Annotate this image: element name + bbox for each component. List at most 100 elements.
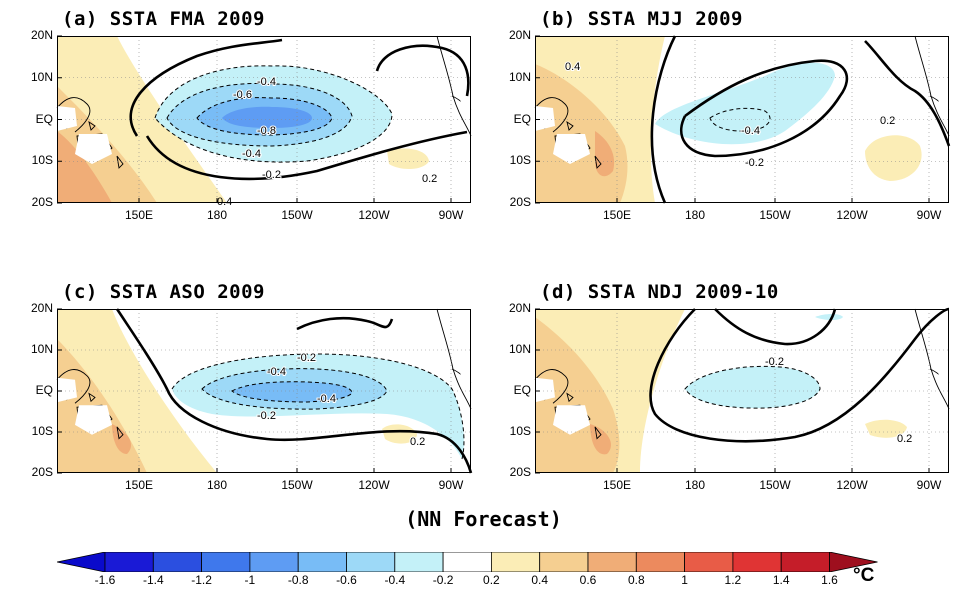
colorbar-tick-label: -1 bbox=[244, 573, 256, 587]
land-new-guinea bbox=[75, 405, 112, 435]
colorbar-tick-label: 0.8 bbox=[627, 573, 645, 587]
coastline-segment bbox=[594, 426, 602, 440]
colorbar-tick-label: 1.4 bbox=[772, 573, 790, 587]
map-panel-c: -0.2 -0.4 -0.4 -0.2 0.2 bbox=[56, 308, 473, 474]
lat-label: 20S bbox=[509, 465, 531, 479]
lat-label: 20N bbox=[508, 301, 531, 315]
lon-label: 150W bbox=[759, 478, 791, 492]
colorbar-under-arrow bbox=[57, 552, 106, 572]
lat-label: 20N bbox=[30, 301, 53, 315]
negative-contour bbox=[196, 97, 333, 136]
coastline-segment bbox=[594, 155, 602, 169]
zero-contour bbox=[115, 308, 473, 474]
footer-caption: (NN Forecast) bbox=[405, 507, 562, 531]
colorbar-unit: °C bbox=[853, 565, 875, 586]
lon-label: 120W bbox=[836, 478, 868, 492]
lat-label: 20S bbox=[509, 195, 531, 209]
panel-title-d: (d) SSTA NDJ 2009-10 bbox=[540, 281, 779, 303]
contour-label: -0.2 bbox=[257, 410, 276, 422]
sst-anomaly-region bbox=[685, 366, 820, 409]
land-new-guinea bbox=[553, 134, 590, 164]
map-panel-d: -0.2 0.2 bbox=[534, 307, 950, 474]
coastline-layer bbox=[534, 308, 950, 440]
sst-anomaly-region bbox=[232, 381, 352, 402]
sst-anomaly-region bbox=[57, 131, 112, 203]
contour-label: -0.2 bbox=[745, 157, 764, 169]
negative-contour bbox=[154, 65, 393, 163]
land-indonesia bbox=[535, 106, 555, 131]
colorbar-swatch bbox=[684, 552, 734, 572]
lon-label: 90W bbox=[916, 208, 942, 222]
colorbar bbox=[57, 552, 878, 572]
contour-layer: -0.4-0.6-0.8-0.4-0.2 0.20.4 bbox=[129, 38, 470, 208]
contour-label: -0.8 bbox=[257, 125, 276, 137]
colorbar-swatch bbox=[635, 552, 685, 572]
contour-label: -0.4 bbox=[257, 76, 276, 88]
colorbar-tick-label: 0.6 bbox=[579, 573, 597, 587]
coastline-segment bbox=[534, 369, 569, 404]
contour-label: -0.4 bbox=[267, 366, 286, 378]
land-indonesia bbox=[535, 377, 555, 403]
lon-label: 150E bbox=[124, 208, 154, 222]
contour-label: -0.2 bbox=[765, 356, 784, 368]
contour-layer: -0.2 0.2 bbox=[649, 307, 950, 446]
land-americas bbox=[933, 309, 949, 404]
coastline-segment bbox=[56, 369, 91, 404]
map-panel-a: -0.4-0.6-0.8-0.4-0.2 0.20.4 bbox=[56, 35, 472, 208]
contour-layer: -0.2 -0.4 -0.4 -0.2 0.2 bbox=[115, 308, 473, 474]
panel-title-a: (a) SSTA FMA 2009 bbox=[62, 8, 265, 30]
lat-label: 20N bbox=[30, 28, 53, 42]
lon-label: 90W bbox=[438, 478, 464, 492]
lat-label: 20S bbox=[31, 195, 53, 209]
zero-contour bbox=[145, 130, 468, 181]
lon-label: 180 bbox=[684, 478, 706, 492]
contour-label: -0.4 bbox=[242, 148, 261, 160]
zero-contour bbox=[714, 308, 837, 346]
lon-label: 90W bbox=[916, 478, 942, 492]
sst-anomaly-region bbox=[112, 424, 132, 454]
contour-label: 0.4 bbox=[565, 61, 580, 73]
colorbar-tick-label: 1.2 bbox=[724, 573, 742, 587]
lat-label: EQ bbox=[35, 111, 53, 126]
sst-anomaly-region bbox=[222, 106, 312, 128]
zero-contour bbox=[375, 44, 470, 97]
colorbar-tick-label: 1 bbox=[681, 573, 688, 587]
lat-label: 10S bbox=[31, 424, 53, 438]
contour-label: -0.4 bbox=[317, 393, 336, 405]
sst-anomaly-region bbox=[815, 314, 843, 320]
grid-layer bbox=[535, 309, 949, 473]
coastline-segment bbox=[534, 97, 569, 133]
lat-label: 10N bbox=[508, 69, 531, 84]
negative-contour bbox=[709, 107, 771, 132]
colorbar-swatch bbox=[490, 552, 541, 572]
land-americas bbox=[455, 36, 471, 131]
colorbar-swatch bbox=[780, 552, 830, 572]
map-panel-b: 0.4 -0.4 -0.2 0.2 bbox=[534, 35, 951, 204]
coastline-segment bbox=[88, 392, 96, 403]
lat-label: 10S bbox=[509, 153, 531, 168]
land-americas bbox=[455, 309, 471, 404]
lon-label: 150E bbox=[602, 478, 632, 492]
colorbar-tick-label: 0.2 bbox=[483, 573, 500, 587]
lon-label: 90W bbox=[438, 208, 464, 222]
land-new-guinea bbox=[75, 134, 112, 164]
land-indonesia bbox=[57, 377, 77, 403]
negative-contour bbox=[166, 83, 353, 147]
grid-layer bbox=[535, 36, 949, 203]
contour-label: 0.2 bbox=[422, 173, 437, 185]
sst-anomaly-region bbox=[382, 424, 417, 444]
lon-label: 150W bbox=[281, 478, 313, 492]
colorbar-tick-label: 1.6 bbox=[821, 573, 838, 587]
coastline-segment bbox=[56, 97, 91, 133]
lon-label: 120W bbox=[358, 208, 390, 222]
colorbar-tick-label: -1.6 bbox=[94, 573, 116, 587]
contour-label: 0.2 bbox=[897, 433, 912, 445]
contour-label: -0.2 bbox=[262, 169, 281, 181]
negative-contour bbox=[201, 368, 388, 410]
lat-label: 10N bbox=[30, 342, 53, 356]
lat-label: 20N bbox=[508, 28, 531, 42]
colorbar-over-arrow bbox=[829, 552, 878, 572]
colorbar-swatch bbox=[201, 552, 251, 572]
panel-title-b: (b) SSTA MJJ 2009 bbox=[540, 8, 743, 30]
colorbar-swatch bbox=[394, 552, 444, 572]
